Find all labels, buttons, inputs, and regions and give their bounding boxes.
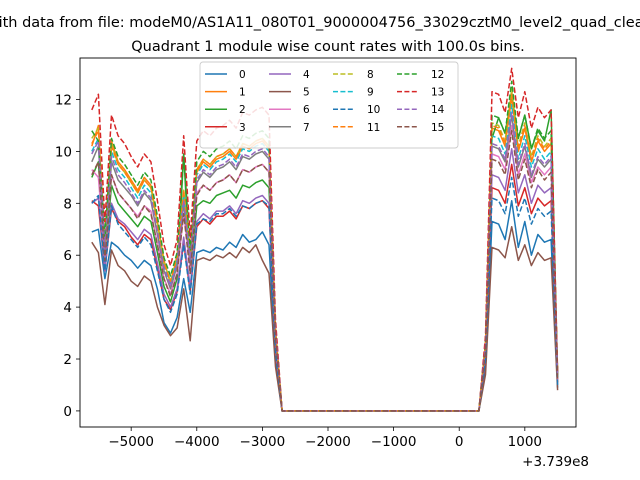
y-tick-label: 0 <box>63 404 72 420</box>
y-tick-label: 12 <box>55 93 72 109</box>
legend-label-11: 11 <box>367 122 380 134</box>
y-tick-label: 2 <box>63 352 72 368</box>
legend-label-10: 10 <box>367 104 380 116</box>
legend-box <box>199 61 459 149</box>
y-axis: 0 2 4 6 8 10 12 <box>55 93 80 420</box>
x-tick-label: 0 <box>455 434 464 450</box>
legend-label-5: 5 <box>303 87 310 99</box>
legend-label-3: 3 <box>239 122 246 134</box>
y-tick-label: 4 <box>63 300 72 316</box>
x-tick-label: −3000 <box>240 434 286 450</box>
legend-label-13: 13 <box>431 87 444 99</box>
legend-label-2: 2 <box>239 104 246 116</box>
chart-suptitle: Plot with data from file: modeM0/AS1A11_… <box>0 15 640 31</box>
chart-title: Quadrant 1 module wise count rates with … <box>131 39 525 55</box>
legend-label-0: 0 <box>239 69 246 81</box>
series-line-9 <box>91 103 559 412</box>
x-tick-label: −1000 <box>371 434 417 450</box>
x-tick-label: −2000 <box>305 434 351 450</box>
legend-label-8: 8 <box>367 69 374 81</box>
x-tick-label: 1000 <box>508 434 542 450</box>
legend-label-7: 7 <box>303 122 310 134</box>
x-axis-offset-label: +3.739e8 <box>522 454 589 470</box>
y-tick-label: 10 <box>55 144 72 160</box>
x-axis: −5000 −4000 −3000 −2000 −1000 0 1000 <box>108 427 542 450</box>
legend-label-9: 9 <box>367 87 374 99</box>
y-tick-label: 6 <box>63 248 72 264</box>
legend-label-4: 4 <box>303 69 310 81</box>
legend-label-14: 14 <box>431 104 445 116</box>
legend-label-1: 1 <box>239 87 246 99</box>
series-lines <box>91 67 559 412</box>
y-tick-label: 8 <box>63 196 72 212</box>
legend-label-15: 15 <box>431 122 444 134</box>
legend-label-6: 6 <box>303 104 310 116</box>
x-tick-label: −4000 <box>174 434 220 450</box>
legend-label-12: 12 <box>431 69 444 81</box>
series-line-15 <box>91 129 559 412</box>
x-tick-label: −5000 <box>108 434 154 450</box>
